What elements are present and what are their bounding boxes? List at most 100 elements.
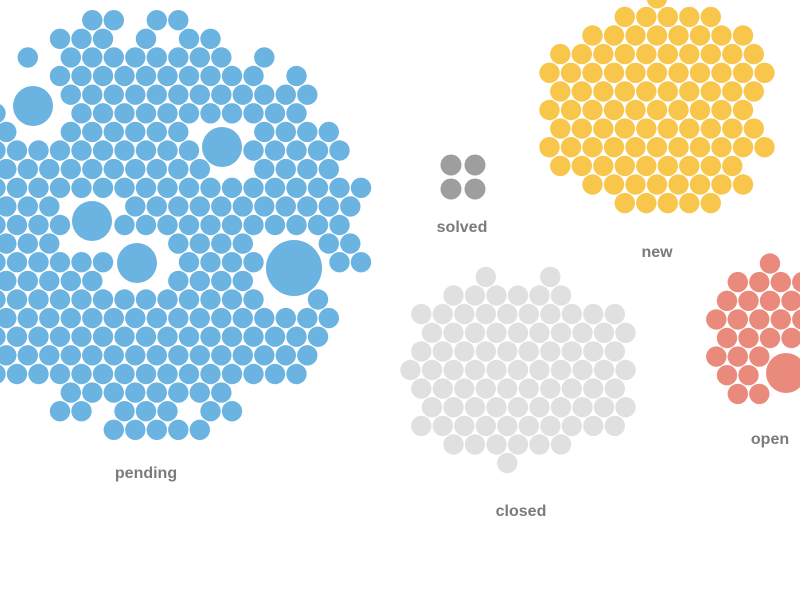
pending-bubble [146, 307, 167, 329]
pending-bubble [114, 214, 135, 236]
pending-bubble [178, 363, 200, 385]
new-bubble [646, 137, 668, 158]
pending-bubble [60, 121, 81, 143]
cluster-closed [400, 266, 636, 474]
pending-bubble [275, 307, 296, 329]
open-bubble [781, 327, 800, 349]
pending-bubble [189, 196, 210, 217]
new-bubble [603, 99, 625, 121]
pending-bubble [0, 270, 17, 292]
pending-bubble [243, 326, 264, 347]
closed-bubble [421, 397, 443, 418]
pending-bubble [114, 65, 135, 87]
pending-bubble [211, 345, 232, 366]
pending-bubble [60, 47, 81, 68]
new-bubble [614, 81, 635, 102]
closed-bubble [400, 359, 421, 381]
closed-bubble [615, 359, 636, 381]
pending-bubble [243, 214, 264, 236]
pending-bubble [0, 178, 6, 197]
closed-bubble [464, 397, 486, 418]
closed-bubble [432, 341, 453, 362]
pending-bubble [264, 140, 286, 161]
pending-bubble [125, 307, 146, 329]
pending-bubble [114, 140, 135, 161]
pending-bubble [264, 363, 286, 385]
new-bubble [614, 118, 635, 139]
pending-bubble [200, 363, 221, 385]
pending-bubble [232, 233, 253, 254]
closed-bubble [572, 397, 593, 418]
new-bubble [614, 43, 635, 65]
pending-bubble [92, 289, 114, 310]
pending-bubble [243, 140, 264, 161]
pending-bubble [178, 289, 200, 310]
closed-bubble [497, 452, 518, 474]
pending-bubble [39, 233, 60, 254]
pending-bubble [307, 140, 329, 161]
pending-bubble [114, 401, 135, 422]
closed-bubble [411, 303, 432, 325]
pending-bubble [318, 196, 339, 217]
pending-bubble [135, 363, 157, 385]
pending-bubble [17, 47, 38, 68]
pending-bubble [6, 177, 28, 198]
pending-bubble [318, 158, 339, 180]
closed-bubble [432, 303, 453, 325]
pending-bubble [0, 215, 6, 235]
pending-bubble [135, 140, 157, 161]
new-bubble [636, 6, 657, 28]
pending-bubble [307, 289, 329, 310]
closed-bubble [529, 322, 550, 343]
pending-bubble [117, 243, 157, 283]
closed-bubble [518, 341, 539, 362]
new-bubble [722, 43, 743, 65]
pending-bubble [157, 214, 178, 236]
new-bubble [646, 174, 668, 195]
closed-bubble [411, 415, 432, 437]
new-bubble [711, 62, 732, 83]
open-bubble [727, 346, 748, 367]
pending-bubble [178, 326, 200, 347]
closed-bubble [615, 322, 636, 343]
pending-bubble [168, 345, 189, 366]
pending-bubble [125, 382, 146, 403]
pending-bubble [254, 121, 275, 143]
new-bubble [636, 155, 657, 177]
pending-bubble [264, 177, 286, 198]
closed-bubble [604, 303, 625, 325]
pending-bubble [0, 141, 6, 160]
open-bubble [759, 253, 781, 274]
open-bubble [706, 309, 727, 330]
pending-bubble [275, 158, 296, 180]
closed-bubble [593, 322, 615, 343]
pending-bubble [307, 214, 329, 236]
new-bubble [689, 137, 711, 158]
new-bubble [560, 62, 582, 83]
pending-bubble [243, 177, 264, 198]
new-bubble [550, 118, 571, 139]
closed-bubble [432, 415, 453, 437]
pending-bubble [275, 84, 296, 105]
pending-bubble [211, 307, 232, 329]
pending-bubble [157, 65, 178, 87]
new-bubble [711, 99, 732, 121]
pending-bubble [114, 177, 135, 198]
pending-bubble [178, 28, 200, 49]
pending-bubble [340, 233, 361, 254]
pending-bubble [221, 214, 243, 236]
new-bubble [582, 62, 603, 83]
pending-bubble [168, 47, 189, 68]
pending-bubble [211, 196, 232, 217]
pending-bubble [17, 345, 38, 366]
pending-bubble [318, 307, 339, 329]
new-bubble [646, 99, 668, 121]
new-bubble [539, 62, 560, 83]
pending-bubble [200, 289, 221, 310]
pending-bubble [92, 252, 114, 273]
new-bubble [603, 174, 625, 195]
new-bubble [657, 43, 678, 65]
label-pending: pending [115, 465, 177, 482]
pending-bubble [60, 382, 81, 403]
new-bubble [679, 155, 700, 177]
